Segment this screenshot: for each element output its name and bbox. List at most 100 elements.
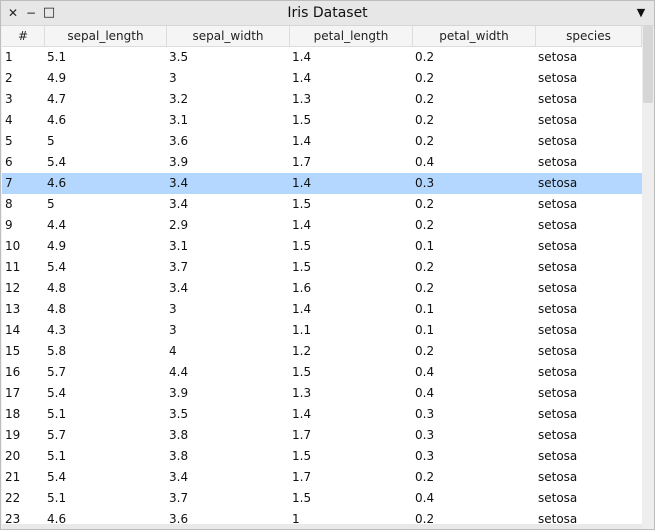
table-cell: setosa (538, 428, 578, 442)
table-cell: 3.5 (169, 50, 189, 64)
table-row[interactable]: 19 5.7 3.8 1.7 0.3 setosa (2, 425, 642, 446)
table-cell: 1.7 (292, 470, 312, 484)
table-cell: 10 (5, 239, 21, 253)
table-row[interactable]: 9 4.4 2.9 1.4 0.2 setosa (2, 215, 642, 236)
table-row[interactable]: 4 4.6 3.1 1.5 0.2 setosa (2, 110, 642, 131)
table-cell: setosa (538, 512, 578, 526)
table-cell: setosa (538, 344, 578, 358)
table-row[interactable]: 10 4.9 3.1 1.5 0.1 setosa (2, 236, 642, 257)
table-cell: 7 (5, 176, 13, 190)
close-icon[interactable]: ✕ (7, 6, 19, 20)
table-cell: setosa (538, 92, 578, 106)
table-cell: setosa (538, 134, 578, 148)
table-cell: 12 (5, 281, 21, 295)
table-cell: 19 (5, 428, 21, 442)
table-cell: 4.6 (47, 176, 67, 190)
table-row[interactable]: 23 4.6 3.6 1 0.2 setosa (2, 509, 642, 529)
table-cell: setosa (538, 71, 578, 85)
title-bar[interactable]: ✕ − □ Iris Dataset ▼ (1, 1, 654, 26)
table-cell: 3 (169, 302, 177, 316)
table-row[interactable]: 17 5.4 3.9 1.3 0.4 setosa (2, 383, 642, 404)
table-row[interactable]: 8 5 3.4 1.5 0.2 setosa (2, 194, 642, 215)
table-row[interactable]: 22 5.1 3.7 1.5 0.4 setosa (2, 488, 642, 509)
table-cell: setosa (538, 407, 578, 421)
table-cell: 1.5 (292, 491, 312, 505)
column-header-species[interactable]: species (536, 26, 642, 46)
table-row[interactable]: 11 5.4 3.7 1.5 0.2 setosa (2, 257, 642, 278)
table-cell: 15 (5, 344, 21, 358)
table-cell: 1 (292, 512, 300, 526)
table-row[interactable]: 14 4.3 3 1.1 0.1 setosa (2, 320, 642, 341)
table-row[interactable]: 13 4.8 3 1.4 0.1 setosa (2, 299, 642, 320)
column-header-index[interactable]: # (2, 26, 45, 46)
table-row[interactable]: 18 5.1 3.5 1.4 0.3 setosa (2, 404, 642, 425)
vertical-scrollbar[interactable] (642, 26, 654, 529)
table-cell: 0.1 (415, 239, 435, 253)
table-cell: 4.9 (47, 239, 67, 253)
table-cell: 18 (5, 407, 21, 421)
table-cell: setosa (538, 197, 578, 211)
table-cell: 1.4 (292, 407, 312, 421)
table-cell: 0.2 (415, 134, 435, 148)
column-header-petal-length[interactable]: petal_length (290, 26, 413, 46)
table-row[interactable]: 12 4.8 3.4 1.6 0.2 setosa (2, 278, 642, 299)
table-row[interactable]: 2 4.9 3 1.4 0.2 setosa (2, 68, 642, 89)
minimize-icon[interactable]: − (25, 6, 37, 20)
table-cell: 1.7 (292, 428, 312, 442)
table-cell: 0.3 (415, 449, 435, 463)
table-cell: 4.4 (169, 365, 189, 379)
table-row[interactable]: 6 5.4 3.9 1.7 0.4 setosa (2, 152, 642, 173)
table-cell: 4.9 (47, 71, 67, 85)
data-table: # sepal_length sepal_width petal_length peta… (2, 26, 654, 529)
table-cell: 21 (5, 470, 21, 484)
table-cell: 4 (169, 344, 177, 358)
table-cell: setosa (538, 365, 578, 379)
table-cell: setosa (538, 491, 578, 505)
table-cell: 11 (5, 260, 21, 274)
table-row[interactable]: 1 5.1 3.5 1.4 0.2 setosa (2, 47, 642, 68)
table-row[interactable]: 7 4.6 3.4 1.4 0.3 setosa (2, 173, 642, 194)
table-cell: 3.7 (169, 491, 189, 505)
column-header-petal-width[interactable]: petal_width (413, 26, 536, 46)
table-cell: 0.2 (415, 113, 435, 127)
table-cell: 0.2 (415, 260, 435, 274)
table-cell: 13 (5, 302, 21, 316)
table-row[interactable]: 3 4.7 3.2 1.3 0.2 setosa (2, 89, 642, 110)
table-cell: 0.2 (415, 344, 435, 358)
table-cell: 1.4 (292, 302, 312, 316)
maximize-icon[interactable]: □ (42, 5, 56, 20)
table-cell: 3.4 (169, 176, 189, 190)
table-cell: 3.9 (169, 155, 189, 169)
table-cell: 0.2 (415, 197, 435, 211)
table-cell: 0.4 (415, 491, 435, 505)
column-header-sepal-length[interactable]: sepal_length (45, 26, 167, 46)
table-cell: 5.4 (47, 155, 67, 169)
table-cell: 8 (5, 197, 13, 211)
table-cell: setosa (538, 302, 578, 316)
table-cell: 4 (5, 113, 13, 127)
table-cell: 4.8 (47, 302, 67, 316)
window-menu-icon[interactable]: ▼ (636, 6, 646, 19)
table-cell: 3 (5, 92, 13, 106)
table-row[interactable]: 21 5.4 3.4 1.7 0.2 setosa (2, 467, 642, 488)
table-cell: 4.6 (47, 113, 67, 127)
table-row[interactable]: 15 5.8 4 1.2 0.2 setosa (2, 341, 642, 362)
horizontal-scrollbar[interactable] (2, 524, 642, 529)
column-header-sepal-width[interactable]: sepal_width (167, 26, 290, 46)
table-row[interactable]: 5 5 3.6 1.4 0.2 setosa (2, 131, 642, 152)
table-cell: 0.2 (415, 71, 435, 85)
table-cell: 4.3 (47, 323, 67, 337)
table-cell: 1.5 (292, 260, 312, 274)
table-cell: 4.8 (47, 281, 67, 295)
table-cell: setosa (538, 113, 578, 127)
table-row[interactable]: 20 5.1 3.8 1.5 0.3 setosa (2, 446, 642, 467)
vertical-scrollbar-thumb[interactable] (643, 26, 653, 103)
table-cell: 6 (5, 155, 13, 169)
table-cell: 3.4 (169, 470, 189, 484)
table-cell: 3.1 (169, 113, 189, 127)
table-cell: 5.1 (47, 407, 67, 421)
table-cell: 1.5 (292, 239, 312, 253)
table-cell: 5.7 (47, 428, 67, 442)
table-row[interactable]: 16 5.7 4.4 1.5 0.4 setosa (2, 362, 642, 383)
